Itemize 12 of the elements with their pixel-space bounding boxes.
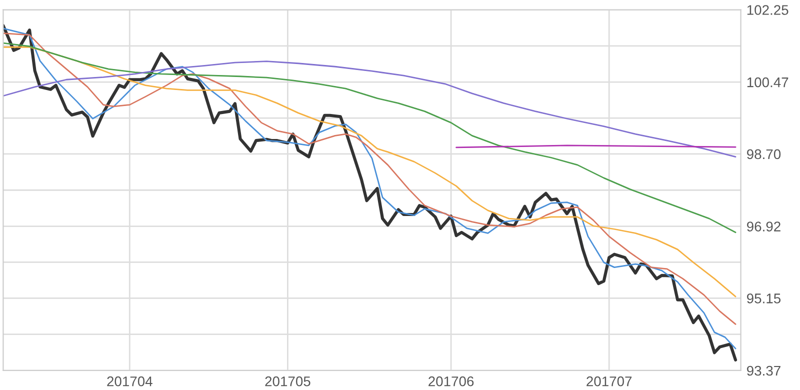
y-tick-label: 100.47 [747, 77, 788, 88]
y-tick-label: 96.92 [747, 222, 780, 232]
line-series [3, 60, 736, 158]
y-tick-label: 98.70 [747, 149, 781, 160]
x-tick-label: 201705 [265, 376, 310, 386]
x-tick-label: 201704 [107, 376, 152, 386]
line-series [3, 42, 736, 234]
y-tick-label: 95.15 [747, 294, 781, 304]
x-tick-label: 201707 [586, 376, 632, 386]
x-tick-label: 201706 [428, 376, 474, 386]
y-tick-label: 93.37 [747, 366, 780, 376]
y-tick-label: 102.25 [747, 5, 788, 15]
